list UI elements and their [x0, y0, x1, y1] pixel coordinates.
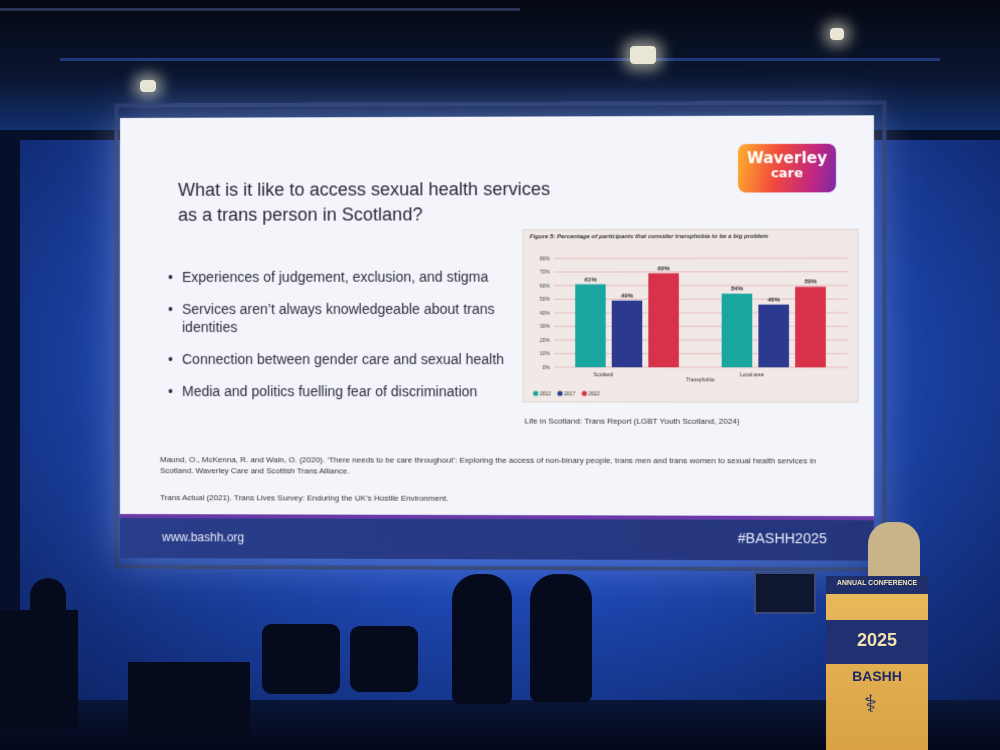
projected-slide: What is it like to access sexual health … [120, 115, 874, 560]
data-label: 69% [658, 266, 671, 272]
lighting-truss-upper [0, 8, 520, 11]
transphobia-chart: Figure 5: Percentage of participants tha… [522, 229, 858, 403]
podium-name: BASHH [826, 668, 928, 684]
bullet-item: Connection between gender care and sexua… [168, 350, 531, 368]
legend-label: 2017 [564, 391, 575, 397]
y-tick-label: 40% [540, 311, 551, 317]
logo-line-1: Waverley [738, 144, 836, 167]
data-label: 54% [731, 287, 744, 293]
y-tick-label: 50% [540, 297, 551, 303]
bar [758, 305, 789, 368]
footer-hashtag: #BASHH2025 [738, 530, 827, 546]
bashh-podium: ANNUAL CONFERENCE 2025 BASHH ⚕ [826, 576, 928, 750]
waverley-care-logo: Waverley care [738, 144, 836, 193]
podium-band: 2025 [826, 620, 928, 664]
chair [350, 626, 418, 692]
legend-label: 2022 [588, 391, 599, 397]
data-label: 61% [584, 277, 597, 283]
y-tick-label: 10% [540, 352, 551, 358]
y-tick-label: 20% [540, 338, 551, 344]
bullet-item: Media and politics fuelling fear of disc… [168, 382, 531, 400]
chart-caption: Life in Scotland: Trans Report (LGBT You… [525, 417, 740, 426]
reference-2: Trans Actual (2021). Trans Lives Survey:… [160, 492, 828, 505]
x-axis-label: Transphobia [686, 377, 714, 383]
legend-swatch [582, 391, 587, 396]
left-lectern [0, 610, 78, 730]
legend-swatch [533, 391, 538, 396]
y-tick-label: 80% [540, 256, 551, 262]
stage-monitor [128, 662, 250, 742]
chair [262, 624, 340, 694]
legend-swatch [557, 391, 562, 396]
spotlight [830, 28, 844, 40]
seated-person [30, 578, 66, 618]
y-tick-label: 60% [540, 284, 551, 290]
panelist [452, 574, 512, 704]
bullet-item: Experiences of judgement, exclusion, and… [168, 268, 531, 286]
legend-label: 2012 [540, 391, 551, 397]
bar [722, 294, 753, 368]
data-label: 49% [620, 293, 634, 299]
spotlight [630, 46, 656, 64]
slide-footer: www.bashh.org #BASHH2025 [120, 514, 874, 561]
bar [612, 301, 642, 368]
bullet-list: Experiences of judgement, exclusion, and… [168, 268, 531, 415]
bar [575, 284, 605, 367]
y-tick-label: 70% [540, 270, 551, 276]
bar [648, 273, 679, 367]
panelist [530, 574, 592, 702]
bullet-item: Services aren’t always knowledgeable abo… [168, 300, 531, 336]
reference-1: Maund, O., McKenna, R. and Wain, O. (202… [160, 454, 828, 478]
podium-conference-label: ANNUAL CONFERENCE [824, 580, 930, 587]
logo-line-2: care [738, 166, 836, 181]
category-label: Scotland [593, 372, 613, 378]
data-label: 59% [804, 280, 817, 286]
caduceus-icon: ⚕ [864, 690, 877, 719]
laptop [754, 572, 816, 614]
y-tick-label: 0% [543, 365, 551, 371]
bar [795, 287, 826, 368]
category-label: Local area [740, 372, 764, 378]
chart-title: Figure 5: Percentage of participants tha… [530, 234, 769, 240]
footer-url: www.bashh.org [162, 530, 244, 544]
slide-title: What is it like to access sexual health … [178, 177, 551, 228]
spotlight [140, 80, 156, 92]
lighting-truss [60, 58, 940, 61]
y-tick-label: 30% [540, 324, 551, 330]
data-label: 46% [767, 297, 781, 303]
chart-canvas: 0% 10% 20% 30% 40% 50% 60% 70% 80% 61% 49% 69% Scotl… [524, 242, 858, 400]
podium-year: 2025 [826, 630, 928, 651]
